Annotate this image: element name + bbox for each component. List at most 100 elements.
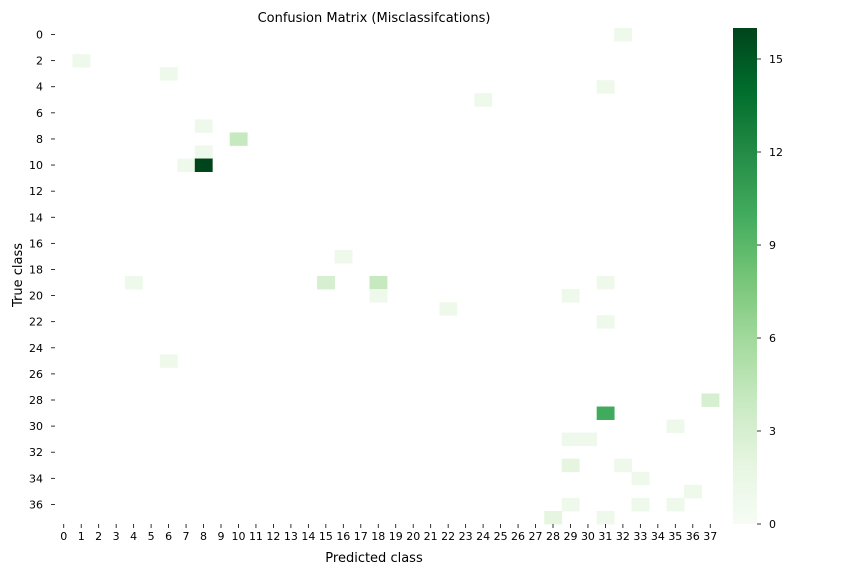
heatmap-cell	[631, 471, 650, 486]
y-tick-label: 24	[29, 342, 43, 355]
y-tick-label: 12	[29, 185, 43, 198]
y-tick-label: 6	[36, 107, 43, 120]
heatmap-cell	[666, 419, 685, 434]
heatmap-cell	[317, 276, 335, 290]
colorbar-tick-label: 0	[769, 518, 776, 531]
heatmap-cell	[194, 158, 213, 172]
heatmap-cell	[72, 54, 91, 68]
x-tick-label: 34	[651, 530, 665, 543]
x-tick-label: 17	[354, 530, 368, 543]
x-tick-label: 35	[668, 530, 682, 543]
heatmap-cell	[596, 510, 615, 525]
x-tick-label: 27	[529, 530, 543, 543]
heatmap-cells	[72, 28, 720, 525]
x-tick-label: 24	[476, 530, 490, 543]
heatmap-cell	[561, 458, 580, 473]
x-tick-label: 23	[459, 530, 473, 543]
colorbar-ticks: 0 3 6 9 12 15	[757, 53, 783, 531]
x-tick-label: 19	[389, 530, 403, 543]
x-tick-label: 37	[703, 530, 717, 543]
y-tick-label: 26	[29, 368, 43, 381]
y-tick-label: 32	[29, 446, 43, 459]
x-tick-label: 22	[441, 530, 455, 543]
x-tick-label: 4	[130, 530, 137, 543]
y-tick-label: 8	[36, 133, 43, 146]
heatmap-cell	[561, 497, 580, 512]
heatmap-cell	[229, 132, 248, 146]
y-axis-label: True class	[11, 243, 26, 308]
y-tick-label: 0	[36, 29, 43, 42]
y-tick-label: 16	[29, 237, 43, 250]
x-tick-label: 25	[494, 530, 508, 543]
y-tick-label: 20	[29, 290, 43, 303]
x-tick-label: 33	[633, 530, 647, 543]
x-tick-label: 6	[165, 530, 172, 543]
x-tick-label: 8	[200, 530, 207, 543]
x-tick-label: 14	[301, 530, 315, 543]
heatmap-cell	[666, 497, 685, 512]
heatmap-cell	[194, 145, 213, 159]
heatmap-cell	[544, 510, 563, 525]
x-tick-label: 31	[598, 530, 612, 543]
y-tick-label: 14	[29, 211, 43, 224]
x-tick-label: 15	[319, 530, 333, 543]
x-tick-label: 7	[183, 530, 190, 543]
heatmap-cell	[579, 432, 598, 447]
colorbar	[733, 28, 757, 524]
x-tick-label: 21	[424, 530, 438, 543]
x-axis-ticks: 0 1 2 3 4 5 6 7 8 9 10 11 12 13 14 15 16 17 18 19 20 21 22 23 24…	[60, 524, 717, 543]
heatmap-cell	[159, 67, 178, 81]
heatmap-cell	[369, 289, 388, 303]
heatmap-cell	[334, 249, 353, 264]
x-tick-label: 29	[563, 530, 577, 543]
x-tick-label: 20	[406, 530, 420, 543]
heatmap-cell	[561, 432, 580, 447]
y-tick-label: 4	[36, 81, 43, 94]
x-tick-label: 12	[266, 530, 280, 543]
chart-title: Confusion Matrix (Misclassifcations)	[258, 11, 491, 26]
x-tick-label: 0	[60, 530, 67, 543]
x-tick-label: 16	[336, 530, 350, 543]
heatmap-cell	[369, 276, 388, 290]
x-tick-label: 3	[113, 530, 120, 543]
x-tick-label: 11	[249, 530, 263, 543]
heatmap-cell	[439, 302, 458, 316]
colorbar-tick-label: 15	[769, 53, 783, 66]
heatmap-cell	[596, 315, 615, 329]
x-tick-label: 36	[686, 530, 700, 543]
x-tick-label: 30	[581, 530, 595, 543]
heatmap-cell	[124, 276, 143, 290]
x-tick-label: 2	[95, 530, 102, 543]
colorbar-tick-label: 9	[769, 239, 776, 252]
heatmap-cell	[194, 119, 213, 133]
heatmap-cell	[614, 458, 633, 473]
x-tick-label: 26	[511, 530, 525, 543]
heatmap-cell	[596, 276, 615, 290]
heatmap-cell	[614, 28, 633, 42]
x-tick-label: 5	[148, 530, 155, 543]
x-tick-label: 13	[284, 530, 298, 543]
y-tick-label: 28	[29, 394, 43, 407]
heatmap-cell	[159, 354, 178, 368]
x-tick-label: 1	[78, 530, 85, 543]
x-tick-label: 9	[218, 530, 225, 543]
heatmap-cell	[474, 93, 493, 107]
x-axis-label: Predicted class	[325, 551, 423, 566]
x-tick-label: 18	[371, 530, 385, 543]
colorbar-tick-label: 3	[769, 425, 776, 438]
heatmap-cell	[561, 289, 580, 303]
heatmap-cell	[701, 393, 720, 407]
heatmap-cell	[596, 406, 615, 420]
y-tick-label: 22	[29, 316, 43, 329]
x-tick-label: 28	[546, 530, 560, 543]
y-tick-label: 36	[29, 498, 43, 511]
heatmap-cell	[631, 497, 650, 512]
y-tick-label: 2	[36, 55, 43, 68]
y-tick-label: 10	[29, 159, 43, 172]
colorbar-tick-label: 6	[769, 332, 776, 345]
x-tick-label: 10	[231, 530, 245, 543]
heatmap-cell	[596, 80, 615, 94]
y-tick-label: 34	[29, 472, 43, 485]
